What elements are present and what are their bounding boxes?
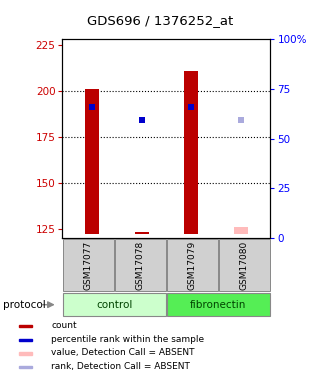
Text: protocol: protocol xyxy=(3,300,46,310)
Text: GSM17077: GSM17077 xyxy=(84,241,93,290)
Text: GSM17078: GSM17078 xyxy=(136,241,145,290)
Text: GDS696 / 1376252_at: GDS696 / 1376252_at xyxy=(87,14,233,27)
Bar xyxy=(85,89,99,234)
Text: GSM17080: GSM17080 xyxy=(240,241,249,290)
Text: value, Detection Call = ABSENT: value, Detection Call = ABSENT xyxy=(51,348,195,357)
Text: control: control xyxy=(96,300,132,310)
Text: fibronectin: fibronectin xyxy=(190,300,247,310)
Bar xyxy=(19,352,32,355)
Bar xyxy=(19,366,32,368)
Text: count: count xyxy=(51,321,77,330)
Bar xyxy=(19,339,32,341)
Bar xyxy=(135,232,148,234)
Bar xyxy=(184,70,198,234)
Text: percentile rank within the sample: percentile rank within the sample xyxy=(51,334,204,344)
Text: GSM17079: GSM17079 xyxy=(188,241,197,290)
Text: rank, Detection Call = ABSENT: rank, Detection Call = ABSENT xyxy=(51,362,190,371)
Bar xyxy=(19,325,32,327)
Bar xyxy=(234,227,248,234)
